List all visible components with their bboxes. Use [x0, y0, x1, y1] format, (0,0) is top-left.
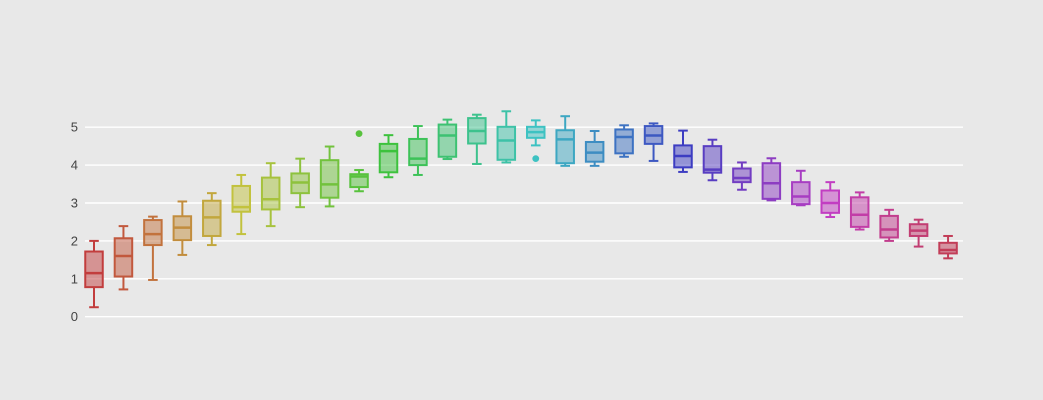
- box-trace-26[interactable]: [820, 181, 840, 219]
- iqr-box: [84, 250, 104, 289]
- iqr-box: [614, 128, 634, 155]
- iqr-box: [496, 125, 517, 161]
- box-trace-29[interactable]: [908, 218, 929, 248]
- iqr-box: [879, 214, 899, 239]
- outlier-point: [532, 155, 540, 163]
- box-trace-25[interactable]: [791, 169, 811, 207]
- box-trace-1[interactable]: [84, 239, 104, 309]
- iqr-box: [437, 123, 458, 158]
- box-trace-24[interactable]: [761, 157, 782, 202]
- gridlines-layer: [85, 126, 963, 318]
- box-trace-19[interactable]: [614, 124, 634, 158]
- box-trace-22[interactable]: [702, 138, 723, 182]
- box-trace-9[interactable]: [319, 145, 340, 208]
- box-trace-15[interactable]: [496, 110, 517, 164]
- iqr-box: [319, 159, 340, 199]
- y-tick-label-2: 2: [71, 233, 78, 248]
- iqr-box: [849, 196, 870, 228]
- box-trace-8[interactable]: [290, 157, 310, 209]
- iqr-box: [260, 176, 281, 211]
- box-trace-2[interactable]: [113, 225, 134, 291]
- y-tick-label-5: 5: [71, 120, 78, 135]
- y-tick-label-3: 3: [71, 196, 78, 211]
- y-tick-label-4: 4: [71, 158, 78, 173]
- box-trace-30[interactable]: [938, 234, 958, 260]
- box-trace-11[interactable]: [378, 134, 399, 179]
- box-trace-28[interactable]: [879, 208, 899, 242]
- box-trace-3[interactable]: [143, 215, 163, 281]
- box-trace-5[interactable]: [202, 192, 222, 247]
- box-trace-27[interactable]: [849, 191, 870, 231]
- box-trace-20[interactable]: [643, 122, 664, 162]
- iqr-box: [408, 137, 428, 167]
- iqr-box: [820, 189, 840, 214]
- iqr-box: [938, 241, 958, 255]
- box-trace-18[interactable]: [584, 129, 605, 167]
- box-trace-23[interactable]: [732, 161, 752, 191]
- box-trace-14[interactable]: [467, 113, 487, 165]
- iqr-box: [555, 129, 575, 165]
- y-axis-tick-labels: 0 1 2 3 4 5: [71, 120, 78, 325]
- iqr-box: [702, 145, 723, 174]
- box-trace-10[interactable]: [349, 130, 369, 193]
- iqr-box: [143, 219, 163, 247]
- iqr-box: [113, 237, 134, 278]
- iqr-box: [231, 184, 251, 213]
- boxes-layer: [84, 110, 958, 309]
- box-trace-6[interactable]: [231, 173, 251, 236]
- iqr-box: [761, 162, 782, 200]
- box-trace-7[interactable]: [260, 162, 281, 228]
- box-trace-12[interactable]: [408, 125, 428, 176]
- iqr-box: [791, 181, 811, 206]
- box-trace-16[interactable]: [526, 119, 546, 163]
- y-tick-label-1: 1: [71, 271, 78, 286]
- iqr-box: [378, 142, 399, 174]
- box-trace-13[interactable]: [437, 118, 458, 161]
- box-trace-17[interactable]: [555, 115, 575, 167]
- outlier-point: [355, 130, 363, 138]
- iqr-box: [732, 167, 752, 184]
- box-trace-21[interactable]: [673, 129, 693, 173]
- box-trace-4[interactable]: [172, 200, 193, 256]
- y-tick-label-0: 0: [71, 309, 78, 324]
